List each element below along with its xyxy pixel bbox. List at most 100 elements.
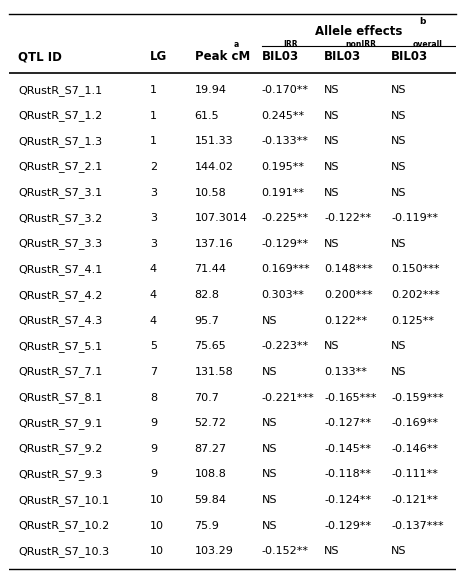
Text: 0.148***: 0.148*** — [324, 265, 373, 274]
Text: NS: NS — [391, 547, 406, 556]
Text: 103.29: 103.29 — [194, 547, 233, 556]
Text: 0.200***: 0.200*** — [324, 290, 372, 300]
Text: 0.303**: 0.303** — [261, 290, 305, 300]
Text: NS: NS — [391, 136, 406, 146]
Text: 0.245**: 0.245** — [261, 111, 305, 120]
Text: QRustR_S7_5.1: QRustR_S7_5.1 — [18, 341, 102, 352]
Text: NS: NS — [391, 239, 406, 249]
Text: NS: NS — [261, 367, 277, 377]
Text: -0.170**: -0.170** — [261, 85, 308, 95]
Text: NS: NS — [324, 188, 339, 197]
Text: NS: NS — [324, 342, 339, 351]
Text: QRustR_S7_4.2: QRustR_S7_4.2 — [18, 290, 103, 301]
Text: -0.223**: -0.223** — [261, 342, 309, 351]
Text: BIL03: BIL03 — [261, 50, 299, 63]
Text: -0.111**: -0.111** — [391, 470, 438, 479]
Text: 4: 4 — [150, 316, 157, 326]
Text: NS: NS — [391, 111, 406, 120]
Text: QRustR_S7_1.2: QRustR_S7_1.2 — [18, 110, 102, 121]
Text: 75.9: 75.9 — [194, 521, 219, 531]
Text: Allele effects: Allele effects — [315, 25, 402, 38]
Text: QRustR_S7_9.2: QRustR_S7_9.2 — [18, 444, 103, 455]
Text: NS: NS — [391, 85, 406, 95]
Text: NS: NS — [324, 547, 339, 556]
Text: 4: 4 — [150, 265, 157, 274]
Text: nonIRR: nonIRR — [345, 40, 377, 49]
Text: -0.118**: -0.118** — [324, 470, 371, 479]
Text: 0.195**: 0.195** — [261, 162, 305, 172]
Text: NS: NS — [391, 162, 406, 172]
Text: QRustR_S7_10.3: QRustR_S7_10.3 — [18, 546, 109, 557]
Text: NS: NS — [261, 418, 277, 428]
Text: 75.65: 75.65 — [194, 342, 226, 351]
Text: 1: 1 — [150, 85, 157, 95]
Text: IRR: IRR — [283, 40, 298, 49]
Text: 3: 3 — [150, 239, 157, 249]
Text: -0.165***: -0.165*** — [324, 393, 377, 402]
Text: -0.121**: -0.121** — [391, 495, 438, 505]
Text: QRustR_S7_4.1: QRustR_S7_4.1 — [18, 264, 102, 275]
Text: -0.133**: -0.133** — [261, 136, 308, 146]
Text: 9: 9 — [150, 470, 157, 479]
Text: NS: NS — [324, 136, 339, 146]
Text: QRustR_S7_3.3: QRustR_S7_3.3 — [18, 239, 102, 250]
Text: -0.169**: -0.169** — [391, 418, 438, 428]
Text: 70.7: 70.7 — [194, 393, 219, 402]
Text: 82.8: 82.8 — [194, 290, 219, 300]
Text: QRustR_S7_3.1: QRustR_S7_3.1 — [18, 187, 102, 198]
Text: -0.145**: -0.145** — [324, 444, 371, 454]
Text: QTL ID: QTL ID — [18, 50, 62, 63]
Text: 4: 4 — [150, 290, 157, 300]
Text: 3: 3 — [150, 213, 157, 223]
Text: b: b — [419, 17, 425, 25]
Text: BIL03: BIL03 — [324, 50, 361, 63]
Text: 10: 10 — [150, 521, 164, 531]
Text: QRustR_S7_3.2: QRustR_S7_3.2 — [18, 212, 102, 223]
Text: LG: LG — [150, 50, 167, 63]
Text: 71.44: 71.44 — [194, 265, 226, 274]
Text: 9: 9 — [150, 444, 157, 454]
Text: -0.225**: -0.225** — [261, 213, 309, 223]
Text: 87.27: 87.27 — [194, 444, 226, 454]
Text: NS: NS — [261, 470, 277, 479]
Text: QRustR_S7_1.1: QRustR_S7_1.1 — [18, 85, 102, 96]
Text: -0.127**: -0.127** — [324, 418, 371, 428]
Text: 9: 9 — [150, 418, 157, 428]
Text: -0.146**: -0.146** — [391, 444, 438, 454]
Text: 151.33: 151.33 — [194, 136, 233, 146]
Text: 0.202***: 0.202*** — [391, 290, 440, 300]
Text: 131.58: 131.58 — [194, 367, 233, 377]
Text: 0.150***: 0.150*** — [391, 265, 439, 274]
Text: -0.159***: -0.159*** — [391, 393, 444, 402]
Text: 5: 5 — [150, 342, 157, 351]
Text: 61.5: 61.5 — [194, 111, 219, 120]
Text: QRustR_S7_9.3: QRustR_S7_9.3 — [18, 469, 102, 480]
Text: NS: NS — [261, 521, 277, 531]
Text: 1: 1 — [150, 111, 157, 120]
Text: -0.152**: -0.152** — [261, 547, 308, 556]
Text: QRustR_S7_10.1: QRustR_S7_10.1 — [18, 494, 109, 505]
Text: -0.119**: -0.119** — [391, 213, 438, 223]
Text: 108.8: 108.8 — [194, 470, 226, 479]
Text: 7: 7 — [150, 367, 157, 377]
Text: QRustR_S7_9.1: QRustR_S7_9.1 — [18, 418, 102, 428]
Text: NS: NS — [261, 444, 277, 454]
Text: 3: 3 — [150, 188, 157, 197]
Text: 0.191**: 0.191** — [261, 188, 305, 197]
Text: 10: 10 — [150, 547, 164, 556]
Text: 10: 10 — [150, 495, 164, 505]
Text: NS: NS — [391, 342, 406, 351]
Text: QRustR_S7_2.1: QRustR_S7_2.1 — [18, 162, 102, 173]
Text: NS: NS — [391, 367, 406, 377]
Text: QRustR_S7_10.2: QRustR_S7_10.2 — [18, 521, 109, 531]
Text: -0.137***: -0.137*** — [391, 521, 444, 531]
Text: BIL03: BIL03 — [391, 50, 428, 63]
Text: 59.84: 59.84 — [194, 495, 226, 505]
Text: 95.7: 95.7 — [194, 316, 219, 326]
Text: -0.221***: -0.221*** — [261, 393, 314, 402]
Text: QRustR_S7_7.1: QRustR_S7_7.1 — [18, 367, 102, 378]
Text: 1: 1 — [150, 136, 157, 146]
Text: 10.58: 10.58 — [194, 188, 226, 197]
Text: 8: 8 — [150, 393, 157, 402]
Text: -0.122**: -0.122** — [324, 213, 371, 223]
